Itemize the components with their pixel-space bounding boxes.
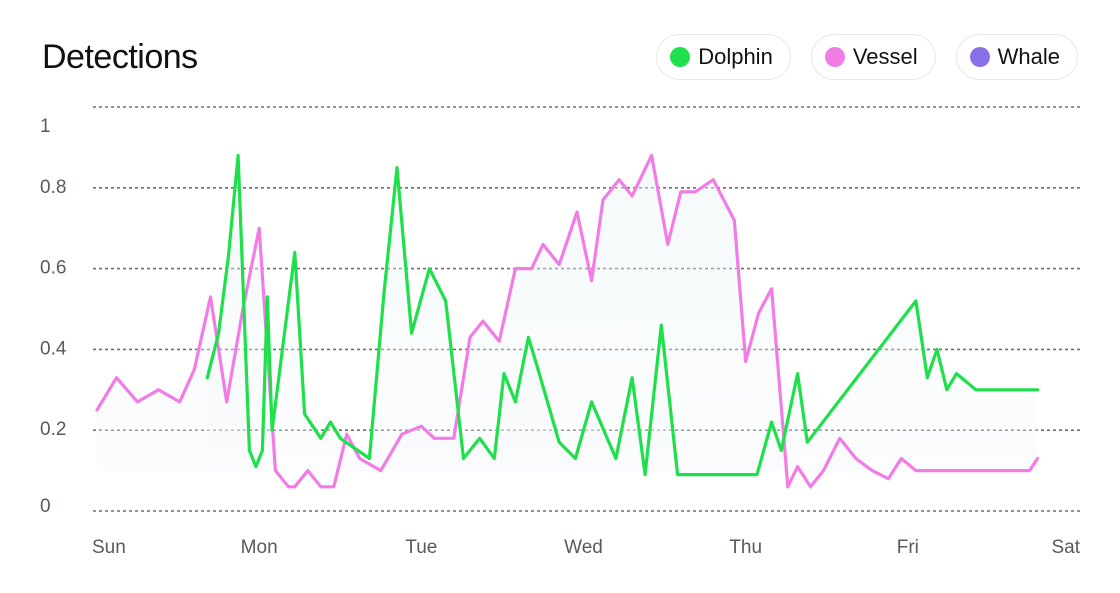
y-tick-label: 0: [40, 496, 51, 517]
x-tick-label: Sun: [92, 537, 126, 558]
y-tick-label: 0.2: [40, 419, 66, 440]
x-tick-label: Mon: [241, 537, 278, 558]
x-tick-label: Fri: [897, 537, 919, 558]
series-line-dolphin[interactable]: [205, 153, 1040, 477]
legend-item-whale[interactable]: Whale: [955, 34, 1078, 80]
y-tick-label: 0.4: [40, 338, 67, 359]
series-area-dolphin: [207, 155, 1038, 475]
x-tick-label: Tue: [405, 537, 437, 558]
x-axis: Sun Mon Tue Wed Thu Fri Sat: [92, 537, 1081, 558]
area-fills: [97, 155, 1038, 487]
vessel-dot-icon: [824, 47, 845, 67]
y-tick-label: 0.6: [40, 258, 66, 279]
legend-label-whale: Whale: [997, 44, 1060, 69]
y-tick-label: 0.8: [40, 177, 66, 198]
y-axis: 0 0.2 0.4 0.6 0.8 1: [40, 116, 67, 517]
whale-dot-icon: [969, 47, 990, 67]
y-tick-label: 1: [40, 116, 51, 137]
legend-label-vessel: Vessel: [852, 44, 918, 69]
x-tick-label: Wed: [564, 537, 603, 558]
legend-label-dolphin: Dolphin: [698, 44, 773, 69]
chart-title: Detections: [42, 38, 198, 76]
series-lines: [95, 153, 1040, 489]
series-line-vessel[interactable]: [95, 153, 1040, 489]
legend: Dolphin Vessel Whale: [656, 34, 1078, 80]
series-area-vessel: [97, 155, 1038, 487]
legend-item-dolphin[interactable]: Dolphin: [656, 34, 791, 80]
x-tick-label: Thu: [729, 537, 762, 558]
dolphin-dot-icon: [670, 47, 691, 67]
legend-item-vessel[interactable]: Vessel: [810, 34, 936, 80]
x-tick-label: Sat: [1051, 537, 1080, 558]
